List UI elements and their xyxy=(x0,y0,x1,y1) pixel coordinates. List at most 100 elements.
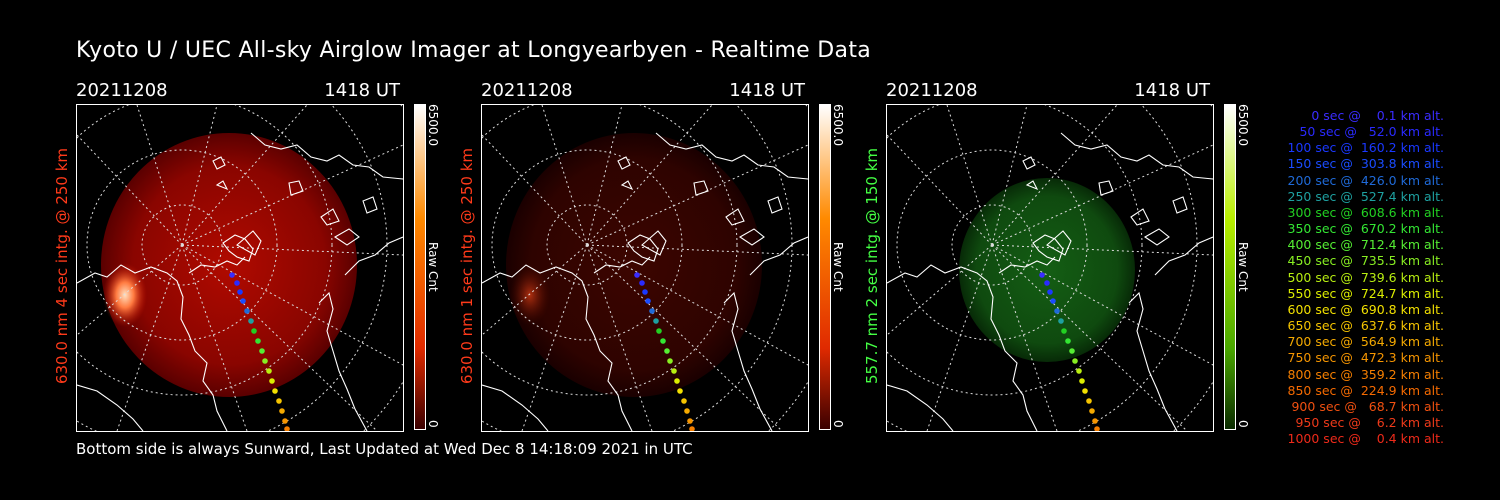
legend-row: 700 sec @ 564.9 km alt. xyxy=(1287,334,1444,350)
trajectory-point xyxy=(279,408,285,414)
coastline xyxy=(655,132,808,180)
coastline xyxy=(1128,291,1178,431)
panel-1-cb-unit: Raw Cnt xyxy=(426,242,440,292)
panel-2-cb-unit: Raw Cnt xyxy=(831,242,845,292)
legend-row: 850 sec @ 224.9 km alt. xyxy=(1287,382,1444,398)
grid-circle xyxy=(77,105,333,396)
grid-circle xyxy=(86,149,278,341)
trajectory-point xyxy=(681,398,687,404)
coastline xyxy=(222,234,254,262)
legend-row: 350 sec @ 670.2 km alt. xyxy=(1287,221,1444,237)
grid-ray xyxy=(482,134,588,246)
trajectory-point xyxy=(269,378,275,384)
coastline xyxy=(1022,156,1036,170)
trajectory-point xyxy=(645,298,651,304)
coastline xyxy=(1172,196,1188,214)
legend-row: 400 sec @ 712.4 km alt. xyxy=(1287,237,1444,253)
legend-row: 950 sec @ 6.2 km alt. xyxy=(1295,414,1444,430)
allsky-image-1 xyxy=(77,105,403,431)
grid-ray xyxy=(181,105,308,246)
legend-row: 0 sec @ 0.1 km alt. xyxy=(1303,108,1444,123)
trajectory-point xyxy=(272,388,278,394)
allsky-image-2 xyxy=(482,105,808,431)
grid-ray xyxy=(586,105,713,246)
trajectory-point xyxy=(689,426,695,431)
legend-row: 50 sec @ 52.0 km alt. xyxy=(1295,124,1444,140)
coastline xyxy=(1143,228,1170,246)
trajectory-point xyxy=(674,378,680,384)
coastline xyxy=(887,384,954,431)
trajectory-point xyxy=(677,388,683,394)
trajectory-point xyxy=(1089,408,1095,414)
legend-row: 550 sec @ 724.7 km alt. xyxy=(1287,285,1444,301)
coastline xyxy=(887,264,1038,431)
trajectory-point xyxy=(1076,368,1082,374)
grid-circle xyxy=(951,204,1033,286)
grid-ray xyxy=(181,244,403,256)
trajectory-point xyxy=(1069,348,1075,354)
grid-circle xyxy=(482,105,738,396)
coastline xyxy=(1098,180,1114,196)
panel-2-date: 20211208 xyxy=(481,80,573,101)
trajectory-point xyxy=(664,348,670,354)
coastline xyxy=(77,264,228,431)
trajectory-point xyxy=(259,348,265,354)
panel-3-cb-min: 0 xyxy=(1236,420,1250,428)
trajectory-point xyxy=(639,280,645,286)
page-title: Kyoto U / UEC All-sky Airglow Imager at … xyxy=(76,38,872,63)
coastline xyxy=(236,230,262,256)
coastline xyxy=(620,180,634,191)
grid-circle xyxy=(546,204,628,286)
trajectory-point xyxy=(667,358,673,364)
trajectory-point xyxy=(634,272,640,278)
trajectory-point xyxy=(1092,418,1098,424)
panel-3-time: 1418 UT xyxy=(1134,80,1210,101)
trajectory-point xyxy=(1039,272,1045,278)
coastline xyxy=(1060,132,1213,180)
coastline xyxy=(725,208,745,226)
coastline xyxy=(767,196,783,214)
trajectory-point xyxy=(1054,308,1060,314)
legend-row: 1000 sec @ 0.4 km alt. xyxy=(1287,431,1444,447)
trajectory-point xyxy=(229,272,235,278)
coastline xyxy=(188,256,246,274)
panel-2-cb-min: 0 xyxy=(831,420,845,428)
coastline xyxy=(617,156,631,170)
trajectory-point xyxy=(1061,328,1067,334)
legend-row: 600 sec @ 690.8 km alt. xyxy=(1287,301,1444,317)
trajectory-point xyxy=(1079,378,1085,384)
panel-3-ylabel: 557.7 nm 2 sec intg. @ 150 km xyxy=(863,147,881,385)
coastline xyxy=(998,256,1056,274)
legend-row: 800 sec @ 359.2 km alt. xyxy=(1287,366,1444,382)
legend-row: 500 sec @ 739.6 km alt. xyxy=(1287,269,1444,285)
grid-ray xyxy=(586,105,623,246)
trajectory-point xyxy=(671,368,677,374)
panel-2-colorbar xyxy=(819,104,831,430)
panel-2-cb-max: 6500.0 xyxy=(831,104,845,146)
legend-row: 250 sec @ 527.4 km alt. xyxy=(1287,188,1444,204)
trajectory-point xyxy=(262,358,268,364)
coastline xyxy=(215,180,229,191)
panel-2-image xyxy=(481,104,809,432)
trajectory-point xyxy=(255,338,261,344)
coastline xyxy=(320,208,340,226)
coastline xyxy=(77,384,144,431)
coastline xyxy=(738,228,765,246)
trajectory-point xyxy=(1044,280,1050,286)
panel-1-cb-max: 6500.0 xyxy=(426,104,440,146)
grid-ray xyxy=(77,134,183,246)
airglow-disk xyxy=(101,133,357,397)
legend-row: 450 sec @ 735.5 km alt. xyxy=(1287,253,1444,269)
trajectory-point xyxy=(1082,388,1088,394)
coastline xyxy=(482,384,549,431)
coastline xyxy=(641,230,667,256)
trajectory-point xyxy=(284,426,290,431)
trajectory-point xyxy=(234,280,240,286)
legend-row: 100 sec @ 160.2 km alt. xyxy=(1287,140,1444,156)
trajectory-point xyxy=(684,408,690,414)
coastline xyxy=(723,291,773,431)
panel-1-time: 1418 UT xyxy=(324,80,400,101)
airglow-disk xyxy=(506,133,762,397)
trajectory-point xyxy=(244,308,250,314)
aurora-patch xyxy=(510,265,550,325)
